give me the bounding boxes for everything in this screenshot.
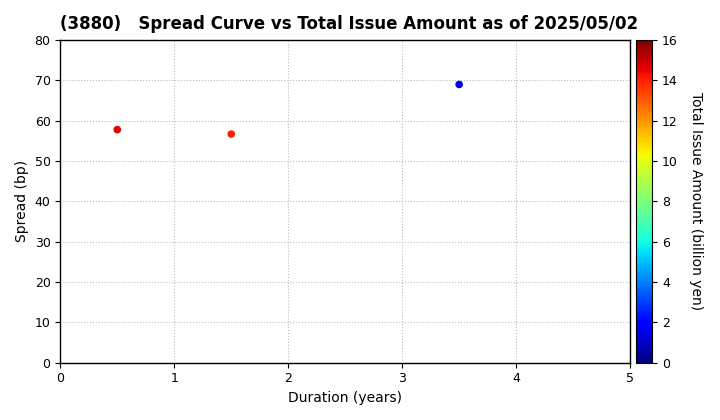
Y-axis label: Spread (bp): Spread (bp): [15, 160, 29, 242]
Text: (3880)   Spread Curve vs Total Issue Amount as of 2025/05/02: (3880) Spread Curve vs Total Issue Amoun…: [60, 15, 639, 33]
Point: [112, 126, 123, 133]
Point: [225, 131, 237, 137]
Point: [454, 81, 465, 88]
X-axis label: Duration (years): Duration (years): [288, 391, 402, 405]
Y-axis label: Total Issue Amount (billion yen): Total Issue Amount (billion yen): [689, 92, 703, 310]
